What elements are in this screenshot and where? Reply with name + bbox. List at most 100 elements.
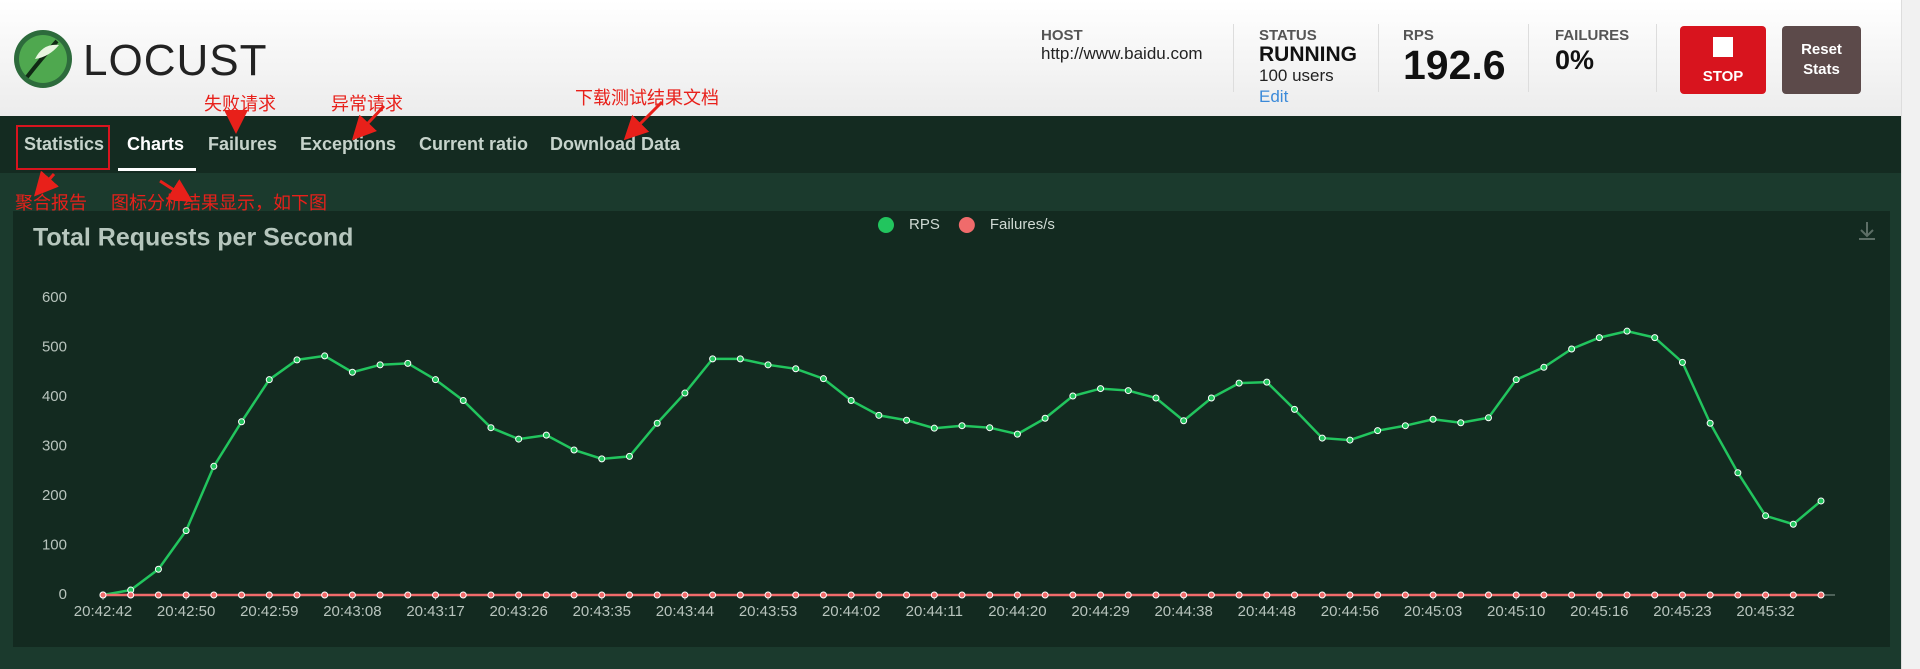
- data-point: [653, 591, 661, 599]
- data-point: [875, 411, 883, 419]
- rps-label: RPS: [1403, 27, 1434, 44]
- data-point: [847, 396, 855, 404]
- data-point: [348, 368, 356, 376]
- data-point: [1623, 591, 1631, 599]
- tab[interactable]: Statistics: [24, 134, 105, 154]
- data-point: [1789, 520, 1797, 528]
- host-value: http://www.baidu.com: [1041, 44, 1203, 63]
- data-point: [653, 419, 661, 427]
- data-point: [1291, 591, 1299, 599]
- data-point: [819, 375, 827, 383]
- stop-button[interactable]: STOP: [1680, 26, 1766, 94]
- data-point: [154, 565, 162, 573]
- y-tick-label: 300: [42, 437, 67, 454]
- reset-label: Reset Stats: [1801, 41, 1842, 78]
- data-point: [1318, 591, 1326, 599]
- y-tick-label: 500: [42, 338, 67, 355]
- data-point: [99, 591, 107, 599]
- x-tick-label: 20:44:29: [1071, 603, 1129, 620]
- data-point: [542, 431, 550, 439]
- data-point: [903, 591, 911, 599]
- data-point: [210, 591, 218, 599]
- data-point: [1734, 469, 1742, 477]
- data-point: [1512, 376, 1520, 384]
- tab[interactable]: Failures: [208, 134, 278, 154]
- reset-button[interactable]: Reset Stats: [1782, 26, 1861, 94]
- data-point: [930, 591, 938, 599]
- data-point: [1817, 497, 1825, 505]
- data-point: [792, 591, 800, 599]
- data-point: [348, 591, 356, 599]
- data-point: [1124, 591, 1132, 599]
- data-point: [1457, 419, 1465, 427]
- separator: [1378, 24, 1379, 92]
- data-point: [515, 435, 523, 443]
- data-point: [127, 591, 135, 599]
- data-point: [154, 591, 162, 599]
- x-tick-label: 20:42:42: [74, 603, 132, 620]
- x-tick-label: 20:45:32: [1736, 603, 1794, 620]
- data-point: [598, 455, 606, 463]
- y-tick-label: 400: [42, 388, 67, 405]
- separator: [1528, 24, 1529, 92]
- x-tick-label: 20:42:50: [157, 603, 215, 620]
- data-point: [1706, 419, 1714, 427]
- data-point: [1789, 591, 1797, 599]
- data-point: [432, 591, 440, 599]
- status-value: RUNNING: [1259, 43, 1357, 66]
- x-tick-label: 20:44:56: [1321, 603, 1379, 620]
- legend-label: RPS: [909, 216, 940, 233]
- annotation: 图标分析结果显示，如下图: [111, 193, 327, 213]
- data-point: [958, 591, 966, 599]
- x-tick-label: 20:43:17: [406, 603, 464, 620]
- data-point: [293, 356, 301, 364]
- data-point: [819, 591, 827, 599]
- data-point: [1568, 345, 1576, 353]
- data-point: [875, 591, 883, 599]
- data-point: [459, 591, 467, 599]
- data-point: [681, 591, 689, 599]
- data-point: [265, 591, 273, 599]
- data-point: [1540, 591, 1548, 599]
- data-point: [1235, 379, 1243, 387]
- data-point: [238, 591, 246, 599]
- tab[interactable]: Charts: [127, 134, 185, 154]
- data-point: [459, 396, 467, 404]
- data-point: [709, 355, 717, 363]
- header: LOCUST HOST http://www.baidu.com STATUS …: [0, 0, 1902, 116]
- x-tick-label: 20:44:11: [906, 603, 963, 620]
- data-point: [1651, 334, 1659, 342]
- data-point: [1013, 591, 1021, 599]
- data-point: [265, 376, 273, 384]
- download-icon: [1859, 222, 1875, 240]
- host-label: HOST: [1041, 27, 1083, 44]
- data-point: [432, 376, 440, 384]
- data-point: [1235, 591, 1243, 599]
- nav-bar: Statistics Charts Failures Exceptions Cu…: [0, 116, 1902, 173]
- annotation: 异常请求: [331, 94, 403, 114]
- data-point: [1817, 591, 1825, 599]
- data-point: [1678, 358, 1686, 366]
- data-point: [1457, 591, 1465, 599]
- data-point: [1097, 385, 1105, 393]
- data-point: [1734, 591, 1742, 599]
- data-point: [1291, 405, 1299, 413]
- data-point: [376, 591, 384, 599]
- x-tick-label: 20:44:20: [988, 603, 1046, 620]
- data-point: [1762, 591, 1770, 599]
- data-point: [625, 591, 633, 599]
- data-point: [1263, 591, 1271, 599]
- tab[interactable]: Current ratio: [419, 134, 529, 154]
- x-tick-label: 20:43:08: [323, 603, 381, 620]
- rps-value: 192.6: [1403, 42, 1506, 88]
- data-point: [792, 365, 800, 373]
- stop-icon: [1713, 37, 1733, 57]
- data-point: [404, 591, 412, 599]
- y-tick-label: 200: [42, 487, 67, 504]
- data-point: [404, 359, 412, 367]
- edit-link[interactable]: Edit: [1259, 87, 1289, 106]
- y-tick-label: 0: [59, 586, 67, 603]
- data-point: [570, 591, 578, 599]
- data-point: [1706, 591, 1714, 599]
